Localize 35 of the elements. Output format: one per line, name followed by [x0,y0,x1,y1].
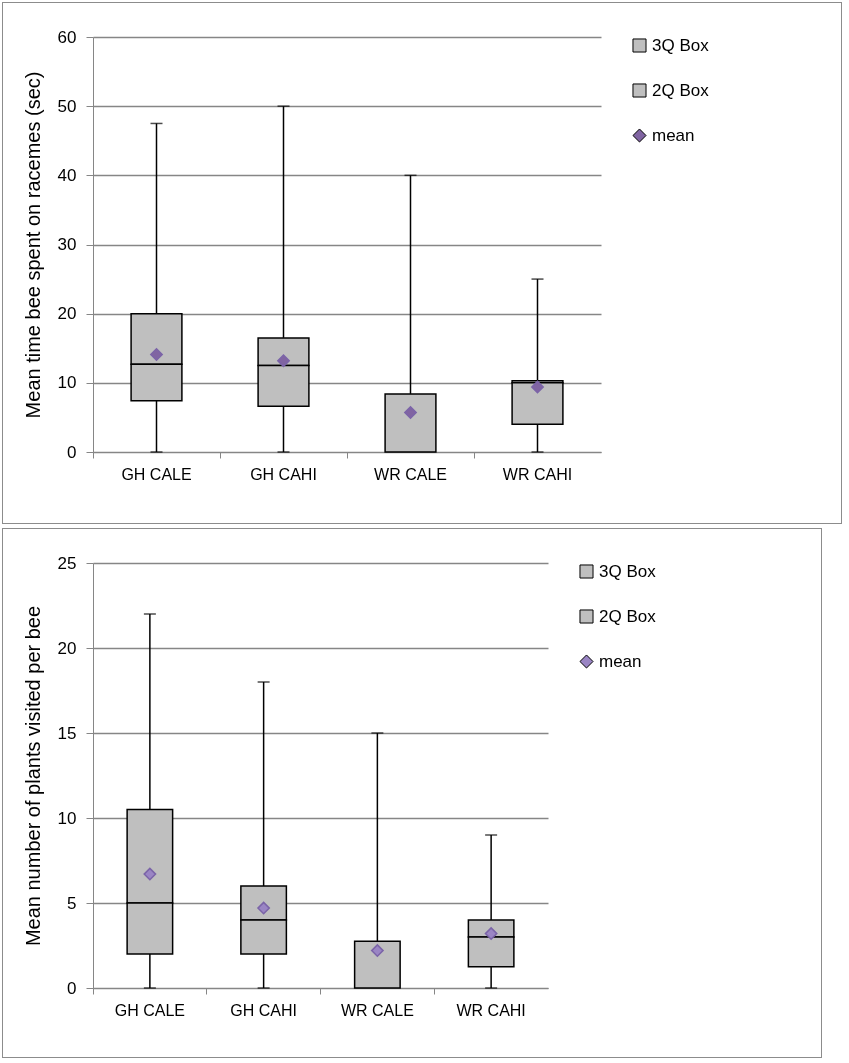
x-tick-label: GH CAHI [230,1001,297,1019]
y-tick-label: 50 [57,96,77,116]
y-tick-label: 10 [57,373,77,393]
x-tick-label: WR CALE [340,1001,414,1019]
y-axis-title: Mean time bee spent on racemes (sec) [21,71,44,419]
x-tick-label: GH CAHI [250,465,317,483]
y-tick-label: 20 [57,304,77,324]
point [277,354,290,368]
point [404,406,417,420]
y-axis-title: Mean number of plants visited per bee [21,605,44,947]
point [531,380,544,394]
legend-label: 2Q Box [599,606,657,626]
y-tick-label: 15 [57,723,77,743]
x-tick-label: GH CALE [121,465,192,483]
y-tick-label: 30 [57,235,77,254]
y-tick-label: 60 [57,27,77,47]
x-tick-label: WR CAHI [502,465,573,483]
legend-label: 2Q Box [652,80,710,100]
point [143,867,157,881]
legend-label: 3Q Box [652,35,710,55]
x-tick-label: WR CALE [374,465,447,483]
legend-label: mean [599,651,642,671]
point [370,944,384,958]
y-tick-label: 0 [67,978,77,998]
y-tick-label: 20 [57,638,77,658]
y-tick-label: 25 [57,553,77,573]
y-tick-label: 10 [57,808,77,828]
x-tick-label: WR CAHI [456,1001,526,1019]
y-tick-label: 0 [67,442,77,462]
legend-label: 3Q Box [599,561,657,581]
point [150,348,163,361]
y-tick-label: 40 [57,165,77,185]
legend-label: mean [652,125,695,145]
x-tick-label: GH CALE [114,1001,185,1019]
y-tick-label: 5 [67,893,77,913]
